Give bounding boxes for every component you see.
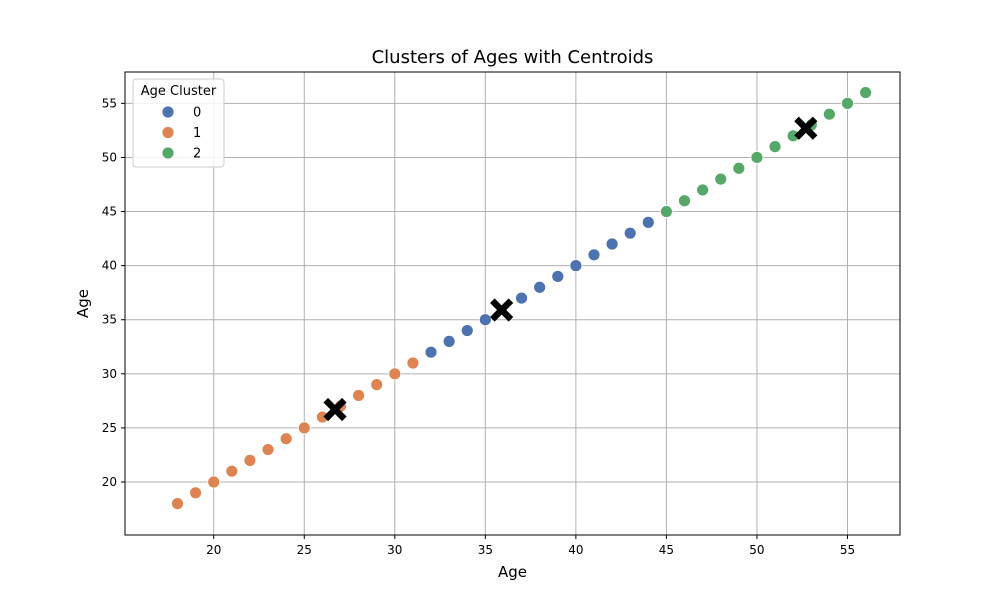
cluster-0-point: [641, 215, 655, 229]
legend: Age Cluster 0 1 2: [132, 78, 225, 168]
x-tick-label: 40: [568, 543, 583, 557]
cluster-0-point: [478, 313, 492, 327]
x-tick-label: 20: [206, 543, 221, 557]
x-tick-label: 35: [478, 543, 493, 557]
cluster-0-point: [442, 334, 456, 348]
y-tick-label: 50: [102, 150, 117, 164]
cluster-0-point: [424, 345, 438, 359]
cluster-2-point: [696, 183, 710, 197]
legend-marker: [161, 105, 175, 119]
cluster-1-point: [352, 389, 365, 402]
legend-box: [132, 78, 225, 168]
legend-title: Age Cluster: [141, 84, 217, 99]
plot-frame: [124, 71, 901, 536]
cluster-2-point: [732, 161, 746, 175]
legend-marker: [161, 126, 175, 139]
cluster-0-point: [605, 237, 619, 251]
cluster-0-point: [533, 280, 547, 294]
chart-title: Clusters of Ages with Centroids: [372, 47, 654, 68]
cluster-0-point: [587, 248, 601, 262]
cluster-1-point: [370, 378, 384, 392]
legend-label: 0: [193, 106, 201, 121]
x-tick-label: 25: [297, 543, 312, 557]
y-tick-label: 55: [102, 96, 117, 110]
cluster-2-point: [822, 107, 836, 121]
centroid-marker: [323, 397, 347, 422]
legend-label: 2: [193, 147, 201, 162]
x-tick-label: 50: [749, 543, 764, 557]
cluster-1-point: [243, 453, 257, 467]
cluster-1-point: [279, 432, 293, 446]
y-tick-label: 20: [102, 475, 117, 489]
x-tick-label: 55: [840, 543, 855, 557]
x-axis-title: Age: [498, 563, 527, 581]
cluster-1-point: [297, 421, 311, 435]
cluster-0-point: [515, 291, 528, 305]
cluster-1-point: [207, 475, 221, 489]
cluster-0-point: [623, 226, 637, 240]
data-points: [171, 86, 872, 511]
legend-marker: [161, 146, 175, 160]
cluster-0-point: [569, 259, 583, 273]
cluster-2-point: [750, 151, 764, 164]
y-tick-label: 45: [102, 205, 117, 219]
centroid-markers: [323, 116, 818, 422]
cluster-2-point: [678, 194, 691, 208]
cluster-0-point: [551, 270, 565, 283]
cluster-2-point: [859, 86, 872, 99]
x-axis-ticks: 20 25 30 35 40 45 50 55: [206, 535, 855, 557]
y-tick-label: 25: [102, 421, 117, 435]
grid-lines: [125, 72, 900, 535]
cluster-1-point: [388, 367, 402, 381]
legend-label: 1: [193, 126, 201, 141]
x-tick-label: 30: [387, 543, 402, 557]
y-axis-title: Age: [74, 289, 92, 318]
legend-entries: 0 1 2: [161, 105, 201, 162]
cluster-1-point: [261, 443, 275, 456]
y-tick-label: 30: [102, 367, 117, 381]
centroid-marker: [490, 298, 514, 322]
y-axis-ticks: 20 25 30 35 40 45 50 55: [102, 96, 125, 489]
y-tick-label: 40: [102, 259, 117, 273]
cluster-2-point: [841, 96, 854, 110]
cluster-1-point: [171, 497, 184, 511]
cluster-1-point: [225, 464, 239, 478]
cluster-0-point: [460, 324, 474, 337]
cluster-2-point: [714, 172, 728, 186]
cluster-1-point: [406, 356, 420, 370]
cluster-2-point: [660, 205, 673, 218]
y-tick-label: 35: [102, 313, 117, 327]
cluster-2-point: [768, 140, 782, 154]
centroid-marker: [794, 116, 818, 140]
x-tick-label: 45: [659, 543, 674, 557]
cluster-1-point: [189, 486, 203, 500]
